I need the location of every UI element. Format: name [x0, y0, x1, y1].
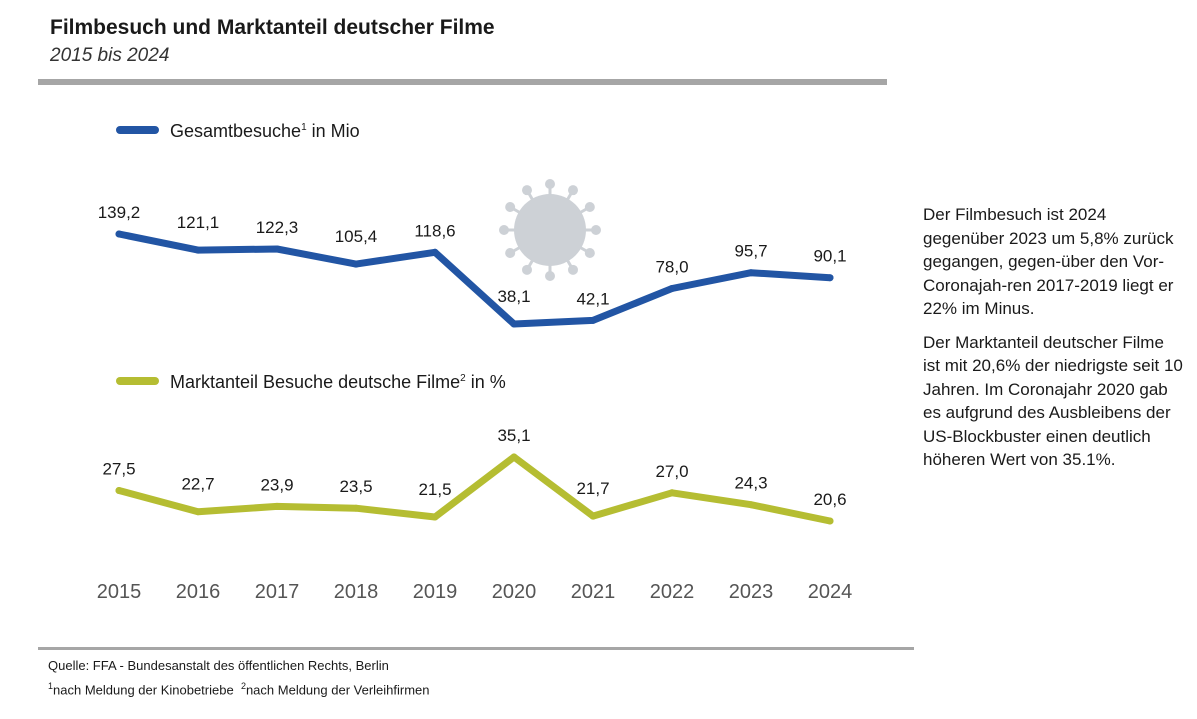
- virus-spike-tip: [505, 248, 516, 258]
- visits-point-2023: [747, 269, 755, 277]
- commentary-panel: Der Filmbesuch ist 2024 gegenüber 2023 u…: [923, 203, 1185, 482]
- share-point-2018: [352, 504, 360, 512]
- chart-subtitle: 2015 bis 2024: [50, 45, 170, 66]
- visits-point-2019: [431, 248, 439, 256]
- line-chart: Gesamtbesuche1 in Mio Marktanteil Besuch…: [97, 121, 853, 603]
- share-point-2023: [747, 501, 755, 509]
- virus-spike-tip: [545, 179, 555, 189]
- share-line: [115, 453, 834, 525]
- virus-spike-tip: [568, 185, 578, 196]
- virus-spike-tip: [545, 271, 555, 281]
- virus-body: [514, 194, 586, 266]
- share-point-2024: [826, 517, 834, 525]
- visits-point-2016: [194, 246, 202, 254]
- share-value-label-2017: 23,9: [260, 475, 293, 494]
- share-point-2021: [589, 512, 597, 520]
- legend-share: Marktanteil Besuche deutsche Filme2 in %: [116, 372, 506, 392]
- virus-spike-tip: [522, 185, 532, 196]
- visits-value-label-2021: 42,1: [576, 289, 609, 308]
- visits-value-label-2020: 38,1: [497, 287, 530, 306]
- source-note: Quelle: FFA - Bundesanstalt des öffentli…: [48, 658, 389, 673]
- share-point-2015: [115, 487, 123, 494]
- visits-value-label-2016: 121,1: [177, 213, 220, 232]
- footnote-1-mark: 1: [48, 681, 54, 691]
- legend-visits-label: Gesamtbesuche1 in Mio: [170, 121, 360, 141]
- x-tick-label-2021: 2021: [571, 581, 616, 603]
- virus-spike-tip: [522, 264, 532, 275]
- share-point-2022: [668, 489, 676, 497]
- x-tick-label-2024: 2024: [808, 581, 853, 603]
- series-share: 27,5 22,7 23,9 23,5 21,5 35,1 21,7 27,0 24,3 20,6: [102, 426, 847, 525]
- x-tick-label-2017: 2017: [255, 581, 300, 603]
- visits-point-2020: [510, 320, 518, 328]
- commentary-paragraph-share: Der Marktanteil deutscher Filme ist mit …: [923, 332, 1183, 470]
- top-divider: [38, 79, 887, 85]
- footnote-1-text: nach Meldung der Kinobetriebe: [53, 682, 234, 698]
- share-value-label-2019: 21,5: [418, 480, 451, 499]
- share-value-label-2021: 21,7: [576, 479, 609, 498]
- share-value-label-2015: 27,5: [102, 460, 135, 479]
- x-tick-label-2016: 2016: [176, 581, 221, 603]
- footnotes: 1nach Meldung der Kinobetriebe 2nach Mel…: [48, 681, 430, 697]
- x-tick-label-2015: 2015: [97, 581, 142, 603]
- footnote-2-text: nach Meldung der Verleihfirmen: [245, 682, 430, 698]
- bottom-divider: [38, 647, 914, 650]
- commentary-paragraph-visits: Der Filmbesuch ist 2024 gegenüber 2023 u…: [923, 205, 1174, 318]
- share-value-label-2024: 20,6: [813, 490, 846, 509]
- share-value-label-2020: 35,1: [497, 426, 530, 445]
- share-value-label-2016: 22,7: [181, 475, 214, 494]
- x-tick-label-2019: 2019: [413, 581, 458, 603]
- virus-spike-tip: [499, 225, 509, 235]
- legend-share-label: Marktanteil Besuche deutsche Filme2 in %: [170, 372, 506, 392]
- virus-spike-tip: [591, 225, 601, 235]
- visits-value-label-2024: 90,1: [813, 247, 846, 266]
- chart-title: Filmbesuch und Marktanteil deutscher Fil…: [50, 16, 495, 39]
- x-tick-label-2022: 2022: [650, 581, 695, 603]
- coronavirus-icon: [499, 179, 601, 281]
- share-value-label-2018: 23,5: [339, 477, 372, 496]
- visits-line: [115, 230, 834, 328]
- visits-point-2022: [668, 285, 676, 292]
- x-tick-label-2023: 2023: [729, 581, 774, 603]
- visits-point-2017: [273, 245, 281, 253]
- x-tick-label-2020: 2020: [492, 581, 537, 603]
- visits-point-2024: [826, 274, 834, 282]
- share-point-2019: [431, 513, 439, 521]
- virus-spike-tip: [568, 264, 578, 275]
- visits-value-label-2018: 105,4: [335, 227, 378, 246]
- virus-spike-tip: [505, 202, 516, 212]
- virus-spike-tip: [584, 202, 595, 212]
- footnote-2-mark: 2: [240, 681, 246, 691]
- x-axis-labels: 2015 2016 2017 2018 2019 2020 2021 2022 2023 2024: [97, 581, 853, 603]
- visits-value-label-2023: 95,7: [734, 242, 767, 261]
- visits-value-label-2022: 78,0: [655, 258, 688, 277]
- share-value-label-2023: 24,3: [734, 474, 767, 493]
- visits-value-label-2015: 139,2: [98, 203, 141, 222]
- share-value-label-2022: 27,0: [655, 462, 688, 481]
- visits-point-2015: [115, 230, 123, 238]
- series-visits: 139,2 121,1 122,3 105,4 118,6 38,1 42,1 78,0 95,…: [98, 203, 847, 328]
- legend-visits: Gesamtbesuche1 in Mio: [116, 121, 360, 141]
- visits-point-2018: [352, 260, 360, 268]
- x-tick-label-2018: 2018: [334, 581, 379, 603]
- visits-point-2021: [589, 316, 597, 324]
- share-point-2017: [273, 502, 281, 510]
- share-point-2016: [194, 508, 202, 516]
- share-point-2020: [510, 453, 518, 461]
- visits-value-label-2019: 118,6: [414, 221, 455, 240]
- virus-spike-tip: [584, 248, 595, 258]
- visits-value-label-2017: 122,3: [256, 218, 299, 237]
